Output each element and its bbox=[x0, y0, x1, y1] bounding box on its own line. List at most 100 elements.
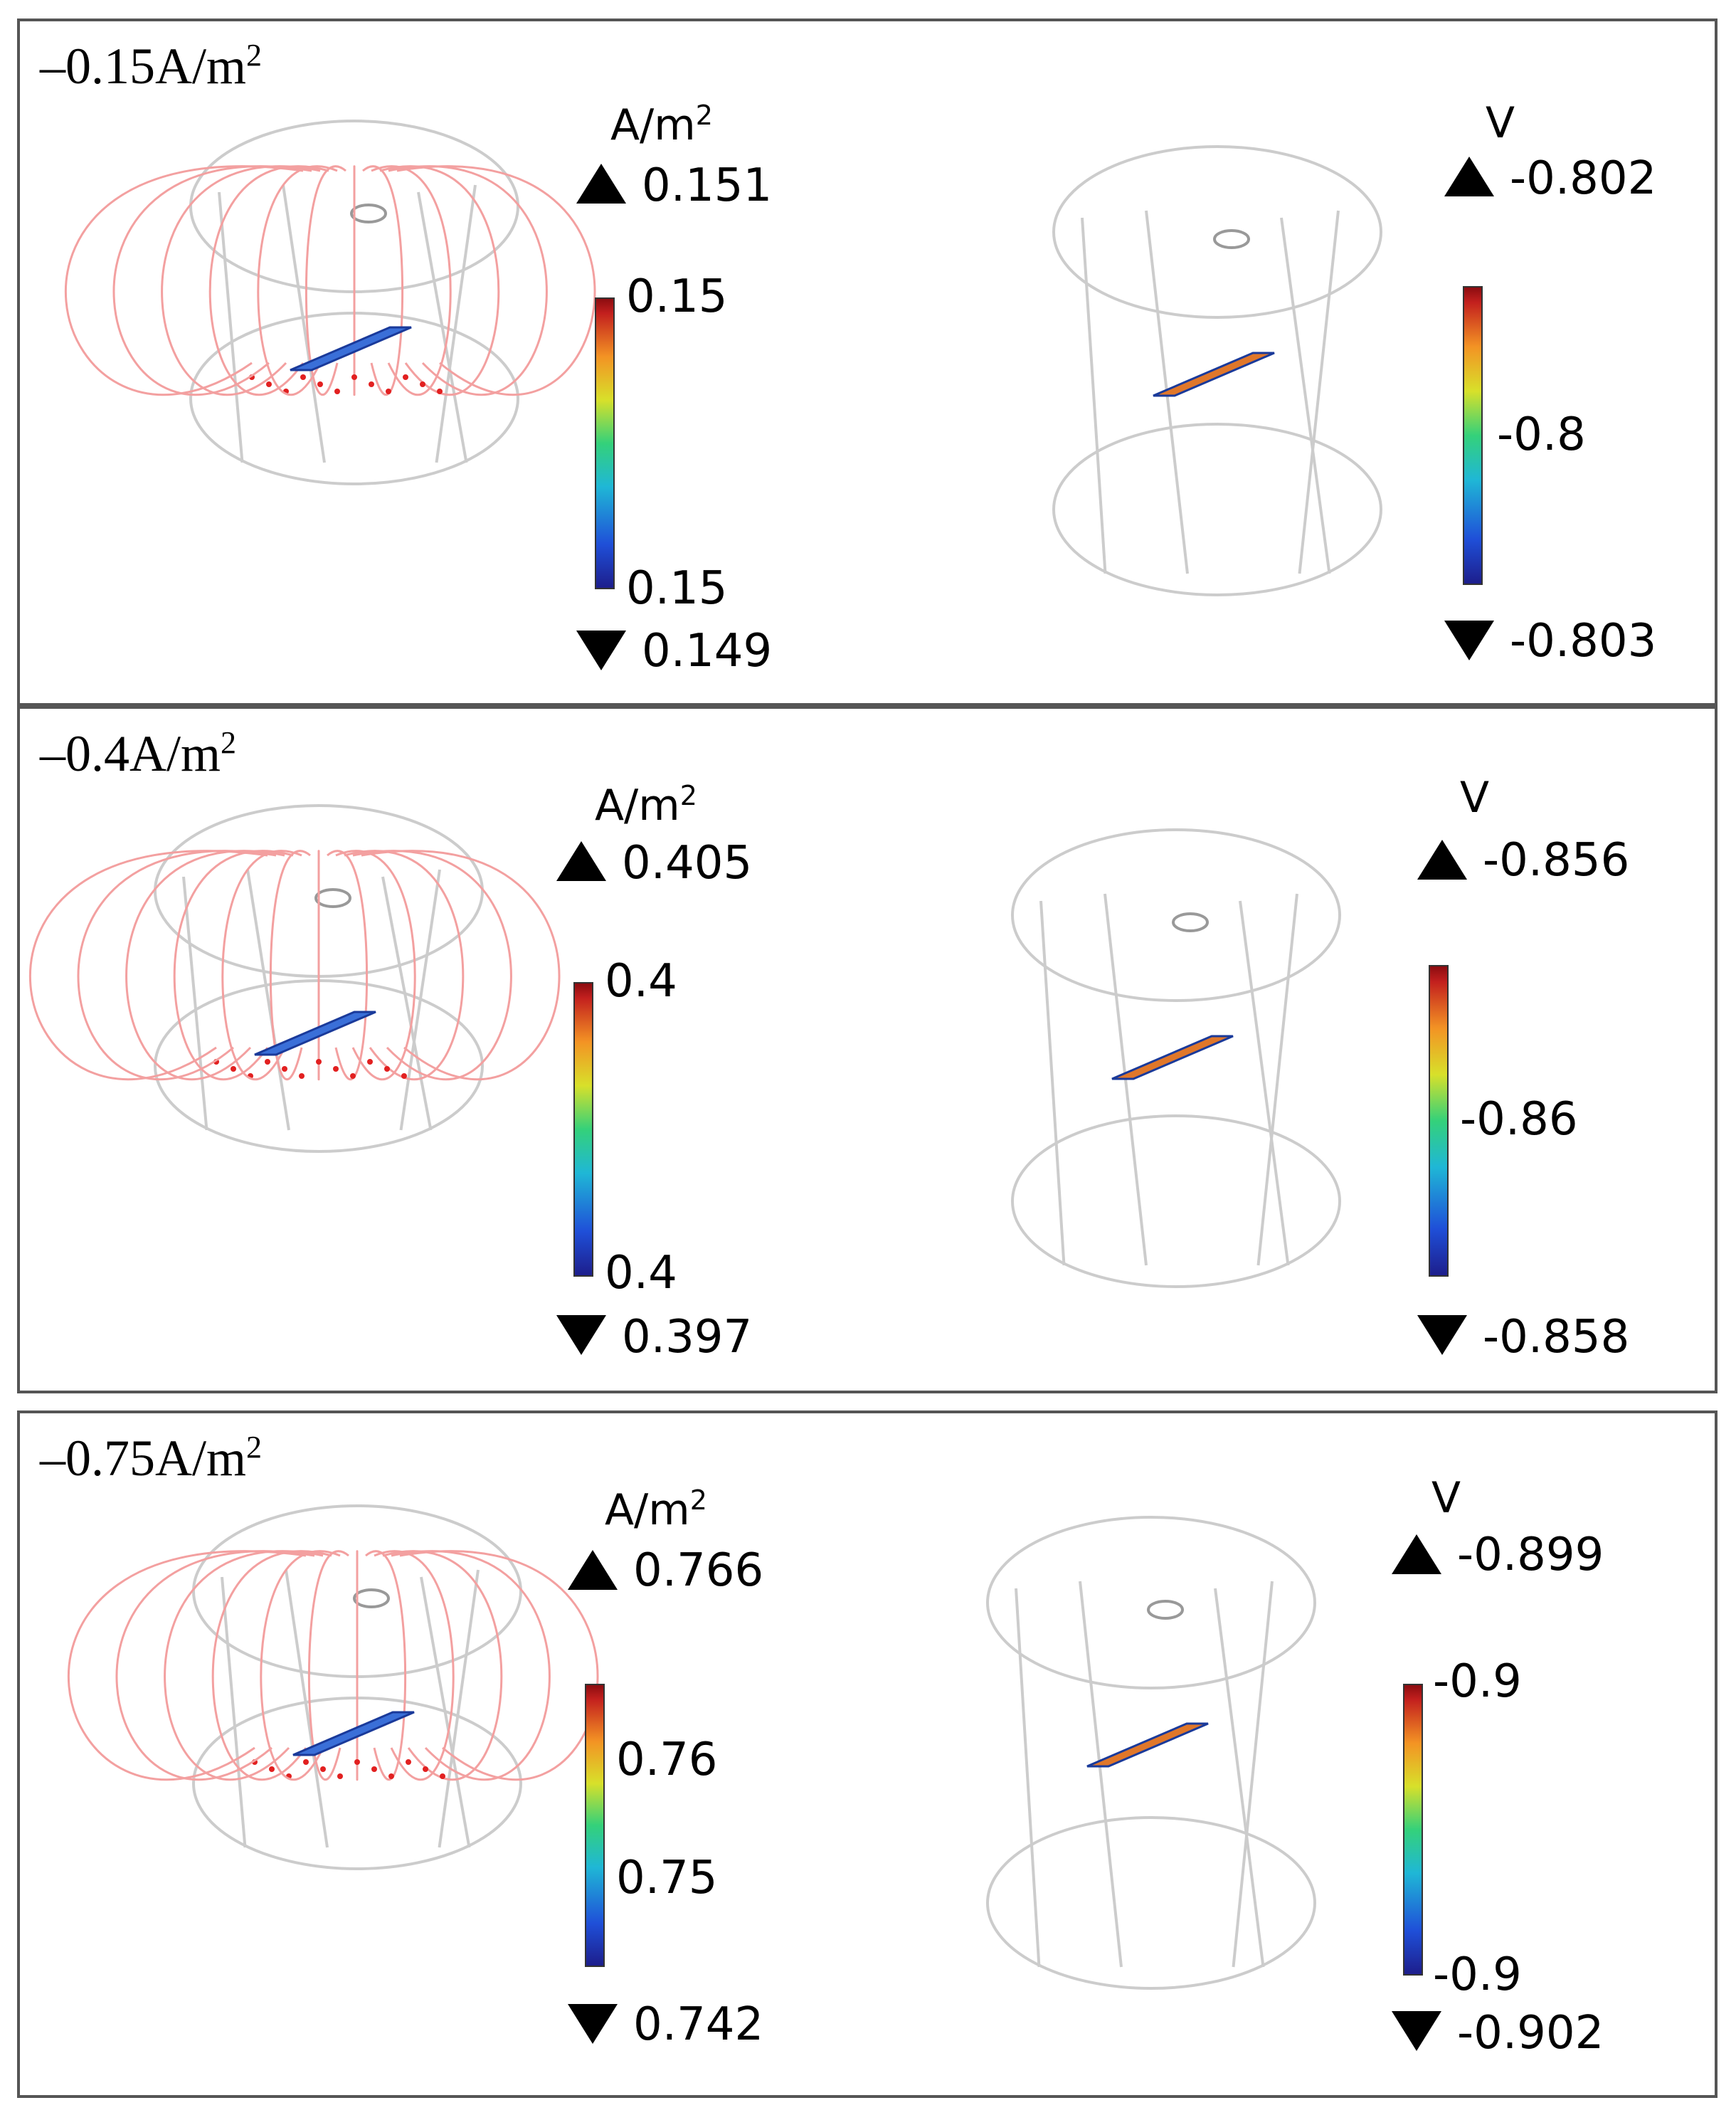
streamline-arrow bbox=[403, 374, 408, 380]
triangle-down-icon bbox=[1417, 1315, 1467, 1355]
streamline-arrow bbox=[351, 374, 357, 380]
cylinder-edge bbox=[420, 1576, 471, 1848]
cylinder-edge bbox=[1239, 900, 1290, 1266]
current-tick-upper: 0.76 bbox=[616, 1734, 718, 1786]
potential-plot bbox=[1011, 828, 1341, 1288]
streamline bbox=[125, 850, 285, 1080]
anode-hole bbox=[1213, 229, 1250, 249]
potential-unit: V bbox=[1431, 1473, 1461, 1523]
streamline bbox=[208, 165, 329, 396]
current-unit: A/m2 bbox=[595, 780, 697, 830]
panel-title-text: –0.75A/m bbox=[40, 1430, 247, 1487]
streamline bbox=[362, 165, 404, 396]
streamline bbox=[371, 165, 452, 396]
cylinder-edge bbox=[1015, 1588, 1041, 1968]
current-min-value: 0.149 bbox=[642, 625, 773, 677]
electrode-plate bbox=[1111, 1035, 1234, 1080]
streamline-arrow bbox=[420, 381, 425, 387]
streamline bbox=[112, 165, 312, 396]
potential-min-value: -0.803 bbox=[1510, 615, 1657, 668]
potential-unit: V bbox=[1486, 98, 1515, 148]
potential-colorbar bbox=[1429, 965, 1449, 1277]
cylinder-edge bbox=[438, 1569, 480, 1848]
streamline bbox=[77, 850, 277, 1081]
cylinder-edge bbox=[182, 876, 208, 1131]
cylinder-edge bbox=[435, 184, 477, 463]
cylinder-edge bbox=[1214, 1588, 1265, 1968]
streamline-arrow bbox=[333, 1066, 339, 1072]
triangle-down-icon bbox=[568, 2004, 618, 2044]
potential-max-value: -0.899 bbox=[1457, 1529, 1604, 1581]
current-tick-top: 0.4 bbox=[605, 955, 677, 1008]
cylinder-edge bbox=[1079, 1581, 1123, 1968]
current-density-plot bbox=[64, 120, 596, 485]
current-density-plot bbox=[28, 804, 561, 1153]
electrode-plate bbox=[290, 326, 412, 371]
potential-colorbar bbox=[1403, 1684, 1423, 1976]
current-max-value: 0.766 bbox=[633, 1544, 764, 1597]
streamline-arrow bbox=[406, 1759, 411, 1765]
panel-title: –0.4A/m2 bbox=[40, 724, 236, 784]
anode-hole bbox=[1172, 912, 1209, 932]
cylinder-top bbox=[986, 1516, 1316, 1689]
potential-colorbar bbox=[1463, 286, 1483, 585]
streamline-arrow bbox=[265, 1059, 270, 1065]
anode-hole bbox=[353, 1588, 390, 1608]
streamline-arrow bbox=[367, 1059, 373, 1065]
electrode-plate bbox=[292, 1711, 415, 1756]
potential-plot bbox=[1052, 145, 1382, 596]
current-tick-bottom: 0.15 bbox=[626, 562, 728, 615]
streamline bbox=[269, 850, 311, 1081]
cylinder-bottom bbox=[1011, 1114, 1341, 1288]
potential-min-value: -0.858 bbox=[1483, 1311, 1630, 1364]
triangle-up-icon bbox=[568, 1550, 618, 1590]
streamline bbox=[115, 1550, 315, 1781]
current-unit-sup: 2 bbox=[689, 1484, 707, 1516]
current-max-value: 0.405 bbox=[622, 837, 753, 890]
cylinder-edge bbox=[1256, 893, 1298, 1266]
streamline bbox=[221, 850, 302, 1081]
cylinder-edge bbox=[381, 876, 433, 1131]
current-unit: A/m2 bbox=[610, 100, 713, 150]
cylinder-bottom bbox=[1052, 423, 1382, 596]
cylinder-bottom bbox=[986, 1816, 1316, 1990]
current-tick-bottom: 0.4 bbox=[605, 1247, 677, 1299]
cylinder-wireframe bbox=[1052, 145, 1382, 596]
potential-max-value: -0.856 bbox=[1483, 834, 1630, 887]
potential-tick-bottom: -0.9 bbox=[1433, 1948, 1522, 2001]
streamline-arrow bbox=[317, 381, 323, 387]
cylinder-edge bbox=[1280, 217, 1331, 574]
panel-0: –0.15A/m2 A/m2 0.151 0.15 0.15 0.149 V -… bbox=[17, 19, 1718, 706]
triangle-down-icon bbox=[1444, 621, 1494, 660]
anode-hole bbox=[314, 888, 351, 908]
cylinder-edge bbox=[246, 869, 290, 1131]
streamline bbox=[388, 165, 548, 396]
streamline bbox=[260, 1550, 341, 1781]
cylinder-edge bbox=[282, 184, 326, 463]
streamline bbox=[396, 165, 596, 396]
potential-min-value: -0.902 bbox=[1457, 2007, 1604, 2060]
streamline-arrow bbox=[231, 1066, 236, 1072]
streamline-arrow bbox=[384, 1066, 390, 1072]
streamline-arrow bbox=[440, 1773, 445, 1779]
streamline-arrow bbox=[354, 1759, 360, 1765]
current-unit-sup: 2 bbox=[695, 100, 713, 131]
streamline bbox=[28, 850, 268, 1081]
streamline-arrow bbox=[269, 1766, 275, 1772]
cylinder-edge bbox=[399, 869, 441, 1131]
cylinder-edge bbox=[285, 1569, 329, 1848]
current-unit-text: A/m bbox=[605, 1485, 690, 1535]
streamline bbox=[257, 165, 338, 396]
triangle-up-icon bbox=[1392, 1534, 1441, 1574]
current-tick-lower: 0.75 bbox=[616, 1852, 718, 1904]
cylinder-edge bbox=[1232, 1581, 1274, 1968]
panel-1: –0.4A/m2 A/m2 0.405 0.4 0.4 0.397 V -0.8… bbox=[17, 706, 1718, 1393]
streamline bbox=[305, 165, 346, 396]
streamline-arrow bbox=[437, 389, 443, 394]
cylinder-top bbox=[1052, 145, 1382, 319]
triangle-down-icon bbox=[556, 1315, 606, 1355]
streamline-arrow bbox=[337, 1773, 343, 1779]
streamline bbox=[307, 1550, 349, 1781]
triangle-down-icon bbox=[1392, 2011, 1441, 2051]
streamline-arrow bbox=[386, 389, 391, 394]
